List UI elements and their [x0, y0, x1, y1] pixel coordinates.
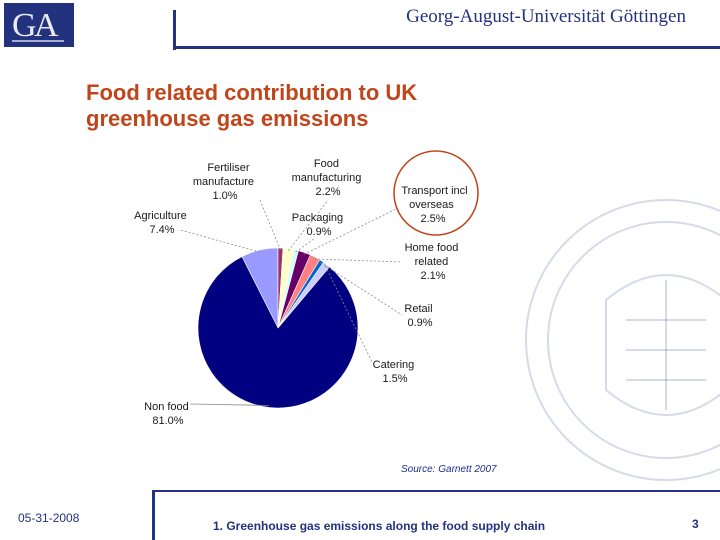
label-food-manufacturing-value: 2.2%: [315, 186, 340, 198]
label-catering-value: 1.5%: [382, 373, 407, 385]
label-fertiliser-line-2: manufacture: [193, 176, 254, 188]
label-retail-line-1: Retail: [404, 303, 432, 315]
label-food-manufacturing: Food manufacturing 2.2%: [292, 158, 365, 198]
label-fertiliser: Fertiliser manufacture 1.0%: [193, 162, 257, 202]
pie-slice-non-food: [197, 256, 359, 409]
label-non-food-value: 81.0%: [152, 415, 183, 427]
logo-emblem-icon: G A: [12, 7, 64, 44]
leader-line-food-manufacturing: [287, 199, 329, 251]
label-home-food-line-2: related: [415, 256, 449, 268]
label-agriculture-value: 7.4%: [149, 224, 174, 236]
footer-date: 05-31-2008: [18, 511, 80, 525]
label-non-food-line-1: Non food: [144, 401, 189, 413]
leader-line-agriculture: [179, 229, 261, 253]
university-logo: G A: [4, 3, 74, 47]
leader-line-transport-incl-overseas: [303, 207, 399, 255]
leader-line-catering: [325, 265, 373, 363]
label-retail: Retail 0.9%: [404, 303, 435, 329]
university-seal-watermark: [525, 199, 720, 481]
label-transport: Transport incl overseas 2.5%: [401, 185, 470, 225]
leader-line-fertiliser-manufacture: [259, 199, 281, 251]
leader-lines: [179, 199, 403, 406]
footer-topic: 1. Greenhouse gas emissions along the fo…: [213, 519, 546, 533]
label-home-food-value: 2.1%: [420, 270, 445, 282]
label-packaging: Packaging 0.9%: [292, 212, 346, 238]
footer-vertical-rule: [152, 490, 155, 540]
leader-line-non-food: [189, 403, 269, 406]
page-number: 3: [692, 517, 699, 531]
university-name: Georg-August-Universität Göttingen: [406, 6, 686, 27]
label-transport-line-2: overseas: [409, 199, 454, 211]
slide-title-line-1: Food related contribution to UK: [86, 80, 418, 105]
label-fertiliser-value: 1.0%: [212, 190, 237, 202]
slide-title-line-2: greenhouse gas emissions: [86, 106, 369, 131]
label-transport-value: 2.5%: [420, 213, 445, 225]
label-food-manufacturing-line-2: manufacturing: [292, 172, 362, 184]
label-non-food: Non food 81.0%: [144, 401, 192, 427]
pie-chart: Fertiliser manufacture 1.0% Food manufac…: [134, 150, 479, 427]
header-horizontal-rule: [173, 46, 720, 49]
label-transport-line-1: Transport incl: [401, 185, 467, 197]
label-catering-line-1: Catering: [373, 359, 415, 371]
pie-slices: [197, 247, 359, 409]
label-catering: Catering 1.5%: [373, 359, 418, 385]
label-fertiliser-line-1: Fertiliser: [207, 162, 250, 174]
footer-horizontal-rule: [152, 490, 720, 492]
label-agriculture: Agriculture 7.4%: [134, 210, 190, 236]
svg-text:A: A: [34, 7, 59, 44]
svg-text:G: G: [12, 7, 37, 44]
source-note: Source: Garnett 2007: [401, 464, 497, 475]
leader-line-home-food-related: [314, 258, 403, 263]
label-retail-value: 0.9%: [407, 317, 432, 329]
label-home-food: Home food related 2.1%: [405, 242, 462, 282]
label-home-food-line-1: Home food: [405, 242, 459, 254]
label-packaging-value: 0.9%: [306, 226, 331, 238]
slide-title: Food related contribution to UK greenhou…: [86, 80, 606, 132]
header-band: [0, 0, 720, 50]
label-food-manufacturing-line-1: Food: [314, 158, 339, 170]
leader-line-retail: [320, 262, 403, 316]
transport-highlight-circle: [393, 150, 479, 236]
label-agriculture-line-1: Agriculture: [134, 210, 187, 222]
label-packaging-line-1: Packaging: [292, 212, 343, 224]
header-vertical-rule: [173, 10, 176, 50]
